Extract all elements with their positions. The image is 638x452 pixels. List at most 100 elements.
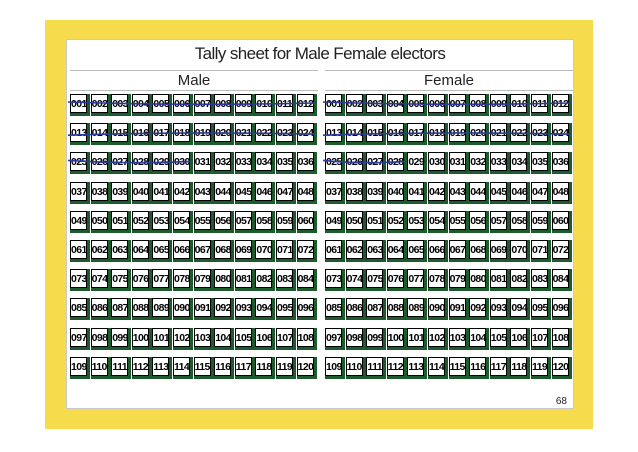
female-cell-number: 008 xyxy=(469,94,487,113)
female-cell: 016 xyxy=(386,123,407,146)
male-cell-number: 113 xyxy=(152,356,170,376)
male-cell-number: 051 xyxy=(111,210,129,230)
female-cell: 079 xyxy=(448,269,469,292)
female-cell-number: 088 xyxy=(386,298,404,318)
male-cell-number: 099 xyxy=(111,327,129,347)
male-cell-number: 116 xyxy=(214,356,232,376)
female-cell-number: 022 xyxy=(510,123,528,143)
male-cell: 057 xyxy=(234,210,255,233)
male-cell-number: 118 xyxy=(255,356,273,376)
female-cell-number: 073 xyxy=(325,269,342,289)
male-cell-number: 105 xyxy=(234,327,252,347)
female-cell: 009 xyxy=(489,94,510,116)
female-cell-number: 106 xyxy=(510,327,528,347)
male-cell-number: 112 xyxy=(131,356,149,376)
male-cell-number: 043 xyxy=(193,181,211,201)
male-cell-number: 085 xyxy=(70,298,87,318)
male-cell-number: 044 xyxy=(214,181,232,201)
male-cell-number: 002 xyxy=(90,94,108,113)
male-cell: 093 xyxy=(234,298,255,321)
male-cell-number: 075 xyxy=(111,269,129,289)
female-cell-number: 050 xyxy=(345,210,363,230)
male-cell: 073 xyxy=(70,269,90,292)
male-cell-number: 097 xyxy=(70,327,87,347)
female-cell-number: 072 xyxy=(551,240,569,259)
female-cell-number: 094 xyxy=(510,298,528,318)
male-cell: 054 xyxy=(173,210,193,233)
male-cell: 009 xyxy=(234,94,255,116)
male-cell-number: 087 xyxy=(111,298,129,318)
female-cell-number: 070 xyxy=(510,240,528,259)
female-cell: 039 xyxy=(366,181,387,204)
male-cell: 117 xyxy=(234,356,255,379)
female-cell-number: 090 xyxy=(428,298,445,318)
female-cell: 023 xyxy=(531,123,551,146)
female-cell: 041 xyxy=(407,181,428,204)
male-cell-number: 027 xyxy=(111,152,129,172)
female-cell: 019 xyxy=(448,123,469,146)
male-cell-number: 057 xyxy=(234,210,252,230)
male-cell-number: 093 xyxy=(234,298,252,318)
male-cell: 007 xyxy=(193,94,214,116)
male-cell-number: 110 xyxy=(90,356,108,376)
female-cell: 048 xyxy=(551,181,572,204)
female-cell-number: 114 xyxy=(428,356,445,376)
female-cell: 110 xyxy=(345,356,366,379)
female-cell: 057 xyxy=(489,210,510,233)
male-cell: 039 xyxy=(111,181,132,204)
male-cell-number: 090 xyxy=(173,298,190,318)
male-cell: 097 xyxy=(70,327,90,350)
female-cell: 118 xyxy=(510,356,531,379)
female-cell: 028 xyxy=(386,152,407,175)
male-cell: 063 xyxy=(111,240,132,262)
female-cell-number: 082 xyxy=(510,269,528,289)
female-cell: 015 xyxy=(366,123,387,146)
male-cell: 021 xyxy=(234,123,255,146)
female-cell: 102 xyxy=(428,327,448,350)
female-cell-number: 034 xyxy=(510,152,528,172)
female-header: Female xyxy=(325,70,573,91)
male-cell-number: 019 xyxy=(193,123,211,143)
male-cell-number: 078 xyxy=(173,269,190,289)
female-cell: 094 xyxy=(510,298,531,321)
male-cell: 018 xyxy=(173,123,193,146)
female-cell-number: 060 xyxy=(551,210,569,230)
female-cell: 062 xyxy=(345,240,366,262)
male-cell-number: 098 xyxy=(90,327,108,347)
male-cell-number: 016 xyxy=(131,123,149,143)
male-cell: 083 xyxy=(276,269,296,292)
female-cell: 022 xyxy=(510,123,531,146)
sheet-title: Tally sheet for Male Female electors xyxy=(194,44,446,63)
female-cell: 034 xyxy=(510,152,531,175)
male-cell-number: 003 xyxy=(111,94,129,113)
male-cell: 058 xyxy=(255,210,276,233)
female-cell: 046 xyxy=(510,181,531,204)
female-cell: 113 xyxy=(407,356,428,379)
female-cell: 044 xyxy=(469,181,490,204)
female-cell: 063 xyxy=(366,240,387,262)
female-cell: 099 xyxy=(366,327,387,350)
male-cell-number: 114 xyxy=(173,356,190,376)
female-cell-number: 061 xyxy=(325,240,342,259)
female-cell-number: 047 xyxy=(531,181,548,201)
female-cell-number: 078 xyxy=(428,269,445,289)
female-cell-number: 048 xyxy=(551,181,569,201)
male-cell-number: 015 xyxy=(111,123,129,143)
male-cell-number: 086 xyxy=(90,298,108,318)
male-cell-number: 091 xyxy=(193,298,211,318)
female-cell-number: 062 xyxy=(345,240,363,259)
female-cell-number: 002 xyxy=(345,94,363,113)
female-panel: Female 001 002 003 004 005 006 007 008 009 010 011… xyxy=(325,70,573,397)
male-cell: 105 xyxy=(234,327,255,350)
female-cell-number: 046 xyxy=(510,181,528,201)
female-cell: 095 xyxy=(531,298,551,321)
female-cell-number: 024 xyxy=(551,123,569,143)
male-cell-number: 100 xyxy=(131,327,149,347)
slide: Tally sheet for Male Female electors Mal… xyxy=(45,20,593,429)
female-cell: 104 xyxy=(469,327,490,350)
female-cell: 011 xyxy=(531,94,551,116)
female-cell: 012 xyxy=(551,94,572,116)
female-cell: 006 xyxy=(428,94,448,116)
male-cell-number: 108 xyxy=(296,327,314,347)
male-cell: 069 xyxy=(234,240,255,262)
